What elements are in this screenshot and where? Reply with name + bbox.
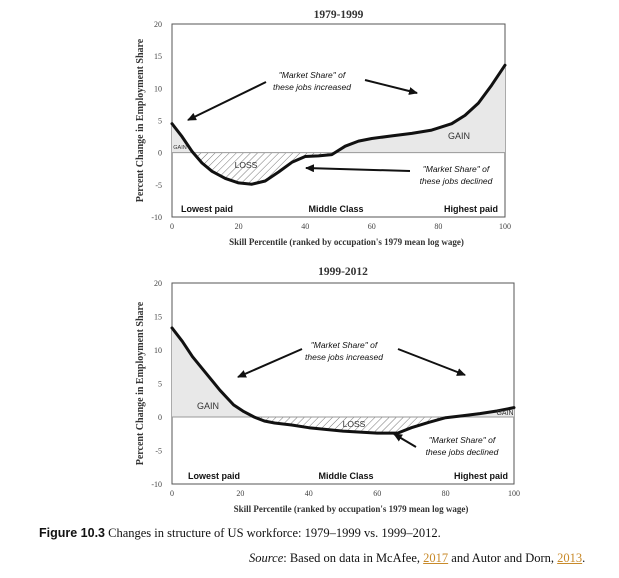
x-tick-label: 80 (442, 489, 450, 498)
x-tick-label: 100 (508, 489, 520, 498)
annotation-line: these jobs declined (426, 447, 499, 457)
x-tick-label: 40 (305, 489, 313, 498)
loss-area (172, 152, 505, 185)
region-label: LOSS (235, 160, 258, 170)
y-tick-label: 15 (154, 313, 162, 322)
figure-label: Figure 10.3 (39, 526, 105, 540)
annotation-arrow (393, 433, 417, 448)
x-tick-label: 80 (434, 222, 442, 231)
gain-area (172, 327, 514, 417)
y-tick-label: 10 (154, 346, 162, 355)
annotation-arrow (237, 348, 303, 378)
figure-caption: Figure 10.3 Changes in structure of US w… (39, 526, 441, 541)
annotation-line: these jobs declined (420, 176, 493, 186)
y-tick-label: -5 (155, 447, 162, 456)
annotation-arrow (305, 164, 411, 173)
x-tick-label: 0 (170, 489, 174, 498)
annotation-arrow (397, 348, 466, 376)
region-label: GAIN (197, 401, 219, 411)
series-line (170, 326, 516, 435)
x-tick-label: 20 (236, 489, 244, 498)
caption-text: Changes in structure of US workforce: 19… (105, 526, 441, 540)
region-label: GAIN (448, 131, 470, 141)
y-tick-label: 10 (154, 84, 162, 93)
annotation: "Market Share" of these jobs declined (420, 164, 493, 186)
annotation-arrow (364, 79, 418, 95)
annotation-line: these jobs increased (273, 82, 351, 92)
annotation-line: "Market Share" of (429, 435, 497, 445)
gain-area (172, 65, 505, 153)
y-tick-label: -10 (151, 213, 162, 222)
category-label: Lowest paid (188, 471, 240, 481)
x-axis-label: Skill Percentile (ranked by occupation's… (234, 504, 469, 514)
source-text: and Autor and Dorn, (448, 551, 558, 565)
y-tick-label: 5 (158, 380, 162, 389)
y-tick-label: 0 (158, 413, 162, 422)
x-tick-label: 60 (368, 222, 376, 231)
annotation: "Market Share" of these jobs increased (305, 340, 383, 362)
chart-1999-2012: 20 15 10 5 0 -5 -10 0 20 40 60 80 100 1999-2012 Skill … (135, 266, 520, 514)
region-label: GAIN (173, 145, 186, 151)
category-label: Highest paid (444, 204, 498, 214)
y-axis-label: Percent Change in Employment Share (135, 301, 146, 465)
x-tick-label: 0 (170, 222, 174, 231)
category-label: Middle Class (318, 471, 373, 481)
y-axis-label: Percent Change in Employment Share (135, 38, 146, 202)
x-tick-label: 40 (301, 222, 309, 231)
annotation-arrow (187, 81, 267, 121)
y-tick-label: -5 (155, 181, 162, 190)
region-label: GAIN (496, 410, 513, 417)
region-label: LOSS (343, 419, 366, 429)
x-tick-label: 100 (499, 222, 511, 231)
reference-link-mcafee[interactable]: 2017 (423, 551, 449, 565)
annotation: "Market Share" of these jobs increased (273, 70, 351, 92)
y-tick-label: 20 (154, 20, 162, 29)
chart-title: 1999-2012 (318, 266, 368, 278)
annotation-line: these jobs increased (305, 352, 383, 362)
source-label: Source (249, 551, 284, 565)
category-label: Highest paid (454, 471, 508, 481)
x-tick-label: 60 (373, 489, 381, 498)
source-text: . (582, 551, 586, 565)
y-tick-label: 15 (154, 52, 162, 61)
x-tick-label: 20 (235, 222, 243, 231)
category-label: Lowest paid (181, 204, 233, 214)
category-label: Middle Class (308, 204, 363, 214)
plot-area (171, 282, 515, 485)
reference-link-autor-dorn[interactable]: 2013 (557, 551, 583, 565)
annotation-line: "Market Share" of (423, 164, 491, 174)
y-tick-label: 5 (158, 117, 162, 126)
annotation-line: "Market Share" of (311, 340, 379, 350)
plot-area (171, 23, 506, 218)
x-axis-label: Skill Percentile (ranked by occupation's… (229, 237, 464, 247)
y-tick-label: -10 (151, 480, 162, 489)
source-text: : Based on data in McAfee, (283, 551, 424, 565)
series-line (170, 63, 507, 186)
chart-title: 1979-1999 (314, 9, 364, 21)
chart-1979-1999: 20 15 10 5 0 -5 -10 0 20 40 60 80 100 1979-1999 Skill … (135, 9, 511, 247)
annotation-line: "Market Share" of (279, 70, 347, 80)
y-tick-label: 20 (154, 279, 162, 288)
y-tick-label: 0 (158, 149, 162, 158)
annotation: "Market Share" of these jobs declined (426, 435, 499, 457)
source-line: Source: Based on data in McAfee, 2017 an… (249, 551, 585, 566)
